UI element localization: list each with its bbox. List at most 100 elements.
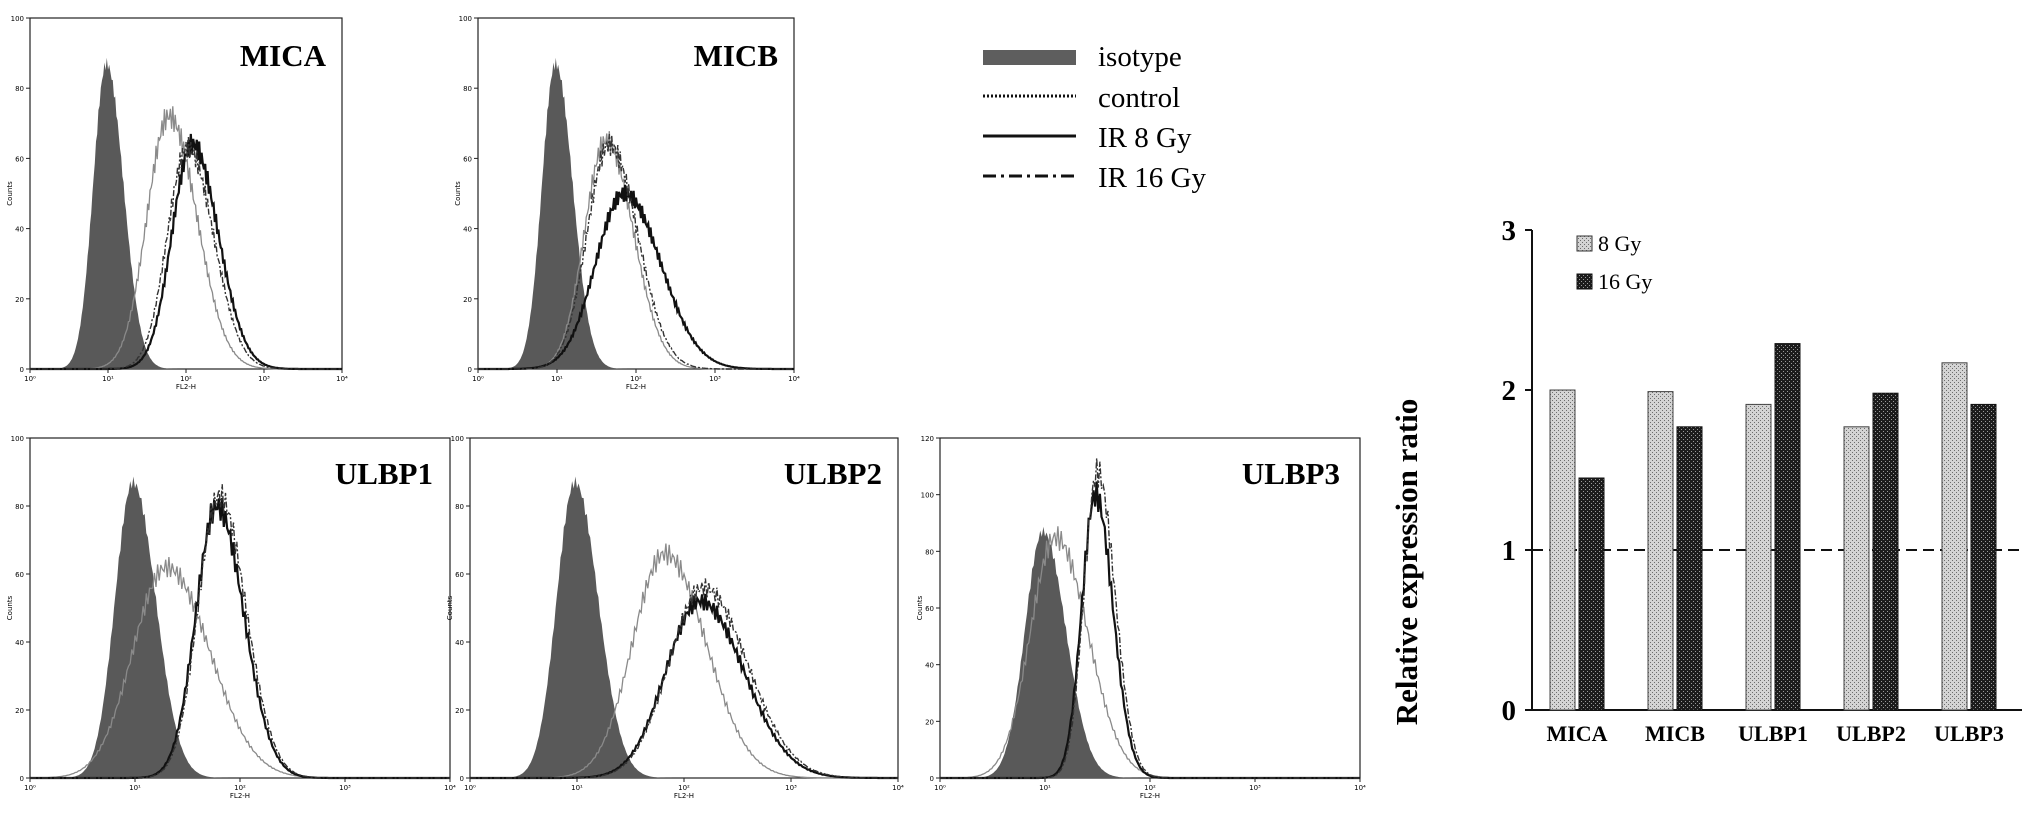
y-axis-label: Counts bbox=[916, 595, 924, 620]
bar-y-tick-label: 0 bbox=[1502, 695, 1517, 727]
x-tick-label: 10³ bbox=[339, 784, 351, 792]
bar-category-label: ULBP1 bbox=[1738, 721, 1808, 746]
y-tick-label: 0 bbox=[20, 366, 24, 374]
x-tick-label: 10⁴ bbox=[336, 375, 348, 383]
y-tick-label: 100 bbox=[451, 435, 464, 443]
x-tick-label: 10² bbox=[1144, 784, 1156, 792]
bar-micb-16-gy bbox=[1676, 426, 1703, 711]
y-tick-label: 100 bbox=[11, 15, 24, 23]
histogram-curve-ir-16-gy bbox=[30, 136, 342, 370]
bar-mica-16-gy bbox=[1578, 477, 1605, 711]
y-axis-label: Counts bbox=[6, 595, 14, 620]
y-tick-label: 40 bbox=[15, 639, 24, 647]
x-tick-label: 10⁰ bbox=[24, 784, 36, 792]
bar-chart-bars bbox=[1549, 343, 1997, 711]
bar-legend-swatch-16gy bbox=[1576, 273, 1593, 290]
histogram-legend: isotype control IR 8 Gy IR 16 Gy bbox=[983, 41, 1206, 194]
bar-chart-y-axis-label: Relative expression ratio bbox=[1389, 399, 1424, 726]
y-tick-label: 20 bbox=[463, 296, 472, 304]
legend-entry-isotype: isotype bbox=[983, 41, 1182, 73]
x-tick-label: 10⁰ bbox=[472, 375, 484, 383]
x-tick-label: 10¹ bbox=[1039, 784, 1051, 792]
x-tick-label: 10¹ bbox=[571, 784, 583, 792]
histogram-curve-ir-8-gy bbox=[478, 184, 794, 371]
x-tick-label: 10² bbox=[678, 784, 690, 792]
y-tick-label: 20 bbox=[15, 707, 24, 715]
histogram-curve-isotype bbox=[470, 476, 898, 778]
x-tick-label: 10² bbox=[630, 375, 642, 383]
histogram-panel-micb: 0 20 40 60 80 100 10⁰ 10¹ 10² 10³ 10⁴ FL2-H Counts M… bbox=[454, 15, 800, 391]
bar-category-label: MICA bbox=[1546, 721, 1607, 746]
y-tick-label: 20 bbox=[925, 718, 934, 726]
y-tick-label: 80 bbox=[455, 503, 464, 511]
y-axis-label: Counts bbox=[6, 181, 14, 206]
y-tick-label: 60 bbox=[15, 155, 24, 163]
x-tick-label: 10² bbox=[234, 784, 246, 792]
x-axis-label: FL2-H bbox=[176, 383, 196, 391]
y-tick-label: 100 bbox=[459, 15, 472, 23]
panel-title: MICA bbox=[240, 38, 327, 73]
histogram-curve-control bbox=[940, 526, 1360, 779]
x-tick-label: 10⁰ bbox=[934, 784, 946, 792]
histogram-curve-ir-8-gy bbox=[940, 481, 1360, 780]
bar-ulbp3-8-gy bbox=[1941, 362, 1968, 711]
bar-legend-entry-8gy: 8 Gy bbox=[1576, 231, 1641, 256]
bar-ulbp2-8-gy bbox=[1843, 426, 1870, 711]
bar-ulbp1-8-gy bbox=[1745, 403, 1772, 711]
legend-swatch-filled bbox=[983, 50, 1076, 65]
x-axis-label: FL2-H bbox=[1140, 792, 1160, 800]
bar-y-tick-label: 3 bbox=[1502, 215, 1517, 247]
legend-entry-control: control bbox=[983, 82, 1180, 114]
y-tick-label: 80 bbox=[15, 85, 24, 93]
histogram-curve-ir-16-gy bbox=[478, 134, 794, 370]
bar-y-tick-label: 1 bbox=[1502, 535, 1517, 567]
bar-legend-entry-16gy: 16 Gy bbox=[1576, 269, 1652, 294]
histogram-curve-ir-8-gy bbox=[470, 593, 898, 780]
panel-title: MICB bbox=[694, 38, 778, 73]
x-tick-label: 10² bbox=[180, 375, 192, 383]
y-tick-label: 60 bbox=[455, 571, 464, 579]
histogram-panel-ulbp2: 0 20 40 60 80 100 10⁰ 10¹ 10² 10³ 10⁴ FL2-H Counts U… bbox=[446, 435, 904, 800]
y-tick-label: 40 bbox=[15, 226, 24, 234]
y-tick-label: 40 bbox=[925, 662, 934, 670]
x-tick-label: 10¹ bbox=[551, 375, 563, 383]
x-tick-label: 10⁴ bbox=[1354, 784, 1366, 792]
panel-title: ULBP2 bbox=[784, 456, 882, 491]
y-tick-label: 60 bbox=[925, 605, 934, 613]
bar-chart-legend: 8 Gy 16 Gy bbox=[1576, 231, 1652, 294]
histogram-plot-micb: 0 20 40 60 80 100 10⁰ 10¹ 10² 10³ 10⁴ FL2-H Counts bbox=[454, 15, 800, 391]
x-tick-label: 10³ bbox=[1249, 784, 1261, 792]
histogram-plot-ulbp3: 0 20 40 60 80 100 120 10⁰ 10¹ 10² 10³ 10⁴ FL2-H Count… bbox=[916, 435, 1366, 800]
histogram-curve-ir-16-gy bbox=[940, 458, 1360, 779]
x-tick-label: 10³ bbox=[709, 375, 721, 383]
legend-entry-ir16: IR 16 Gy bbox=[983, 162, 1206, 194]
panel-title: ULBP3 bbox=[1242, 456, 1340, 491]
y-axis-label: Counts bbox=[446, 595, 454, 620]
histogram-plot-mica: 0 20 40 60 80 100 10⁰ 10¹ 10² 10³ 10⁴ FL2-H Counts bbox=[6, 15, 348, 391]
bar-micb-8-gy bbox=[1647, 391, 1674, 711]
legend-label: IR 8 Gy bbox=[1098, 122, 1192, 154]
y-tick-label: 0 bbox=[20, 775, 24, 783]
x-axis-label: FL2-H bbox=[230, 792, 250, 800]
bar-ulbp2-16-gy bbox=[1872, 392, 1899, 711]
y-tick-label: 80 bbox=[15, 503, 24, 511]
bar-ulbp3-16-gy bbox=[1970, 403, 1997, 711]
x-axis-label: FL2-H bbox=[674, 792, 694, 800]
histogram-curve-control bbox=[470, 543, 898, 779]
y-tick-label: 100 bbox=[11, 435, 24, 443]
histogram-curve-ir-8-gy bbox=[30, 133, 342, 371]
y-tick-label: 40 bbox=[463, 226, 472, 234]
histogram-plot-ulbp2: 0 20 40 60 80 100 10⁰ 10¹ 10² 10³ 10⁴ FL2-H Counts bbox=[446, 435, 904, 800]
histogram-curve-isotype bbox=[30, 57, 342, 369]
histogram-curve-ir-16-gy bbox=[30, 484, 450, 779]
x-tick-label: 10⁰ bbox=[464, 784, 476, 792]
y-tick-label: 60 bbox=[463, 155, 472, 163]
x-tick-label: 10⁴ bbox=[788, 375, 800, 383]
bar-mica-8-gy bbox=[1549, 389, 1576, 711]
y-axis-label: Counts bbox=[454, 181, 462, 206]
y-tick-label: 40 bbox=[455, 639, 464, 647]
legend-label: control bbox=[1098, 82, 1180, 114]
x-tick-label: 10¹ bbox=[129, 784, 141, 792]
bar-legend-label: 8 Gy bbox=[1598, 231, 1641, 256]
y-tick-label: 100 bbox=[921, 492, 934, 500]
